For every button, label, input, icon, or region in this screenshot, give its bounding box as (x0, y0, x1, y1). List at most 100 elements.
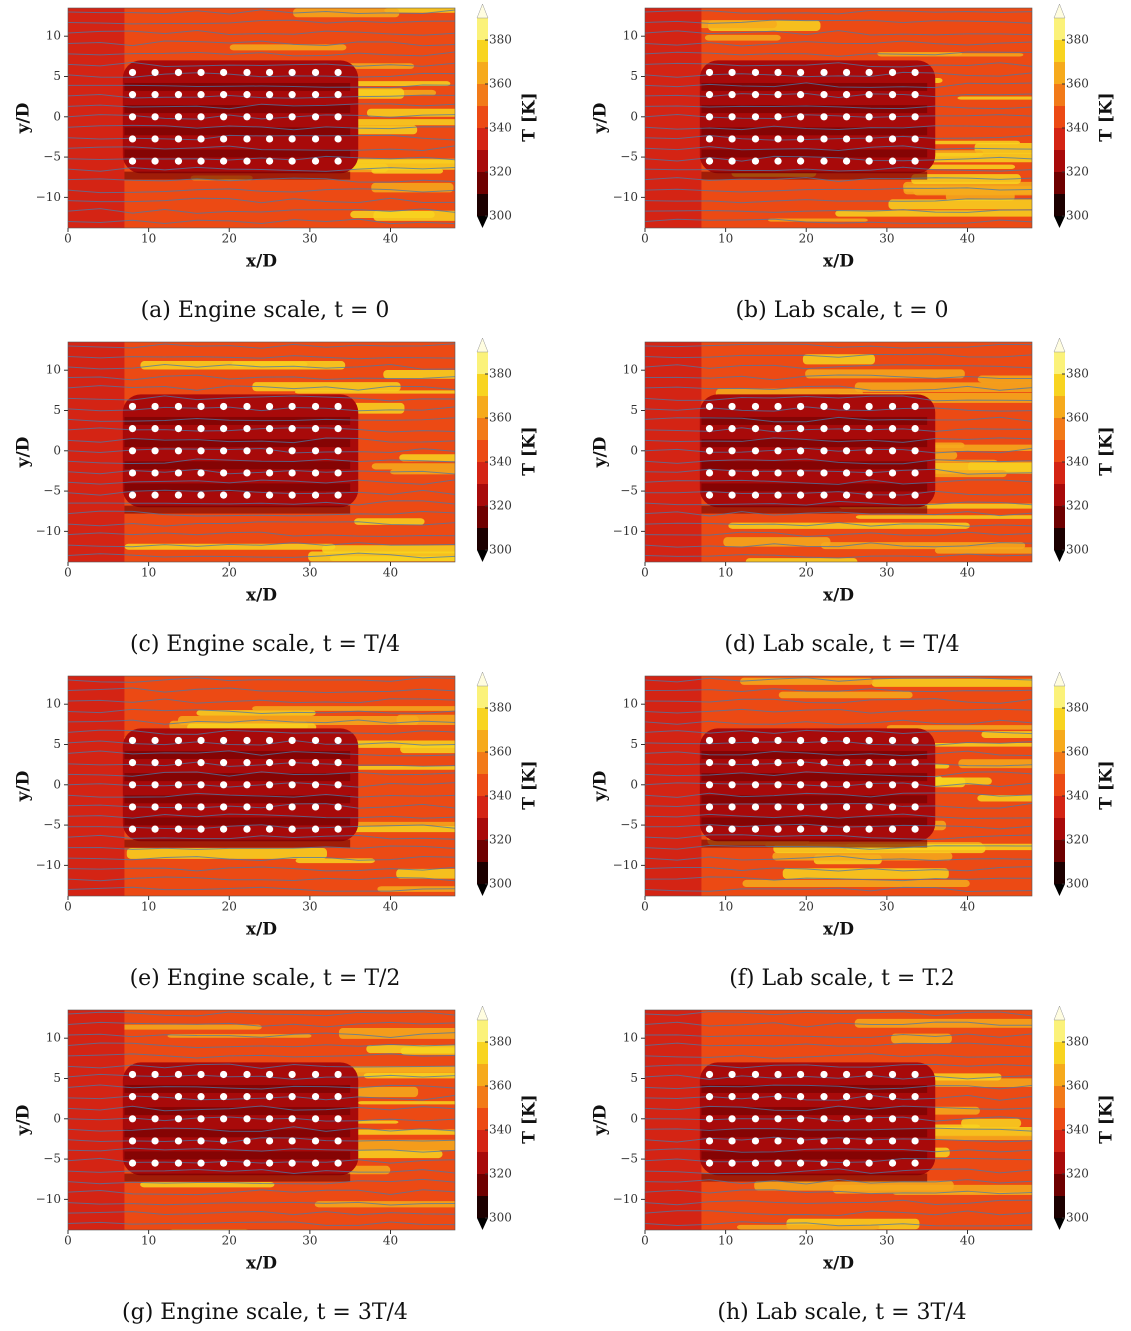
pin (288, 91, 296, 99)
x-axis-label: x/D (246, 252, 277, 272)
x-tick-label: 0 (641, 1234, 649, 1248)
pin (888, 1093, 897, 1101)
pin (174, 1093, 183, 1101)
colorbar-level (477, 62, 488, 84)
pin (842, 68, 851, 77)
pin (797, 1070, 805, 1079)
y-tick-label: −10 (36, 858, 61, 872)
pin (174, 157, 183, 165)
streamline (68, 886, 455, 892)
pin (751, 759, 760, 767)
pin (311, 1159, 320, 1167)
pin (911, 91, 919, 99)
pin (128, 759, 137, 767)
pin (797, 68, 805, 77)
streamline (68, 208, 455, 214)
pin (197, 759, 205, 767)
pin (728, 91, 736, 99)
pin (774, 736, 782, 745)
pin (197, 1070, 205, 1079)
pin (288, 113, 296, 121)
field-streak (373, 210, 455, 221)
streamline (68, 51, 455, 57)
streamline (68, 866, 455, 872)
colorbar-level (1054, 1174, 1065, 1196)
pin (797, 91, 805, 99)
pin (174, 825, 183, 833)
pin (151, 91, 159, 99)
pin (128, 781, 137, 789)
pin (265, 91, 274, 99)
pin (128, 113, 137, 121)
colorbar-tick-label: 320 (1066, 833, 1089, 847)
pin (865, 781, 873, 789)
streamline (645, 1053, 1032, 1059)
pin (243, 1115, 251, 1123)
pin (865, 1070, 873, 1079)
y-tick-label: −10 (613, 1192, 638, 1206)
colorbar-tick-label: 300 (1066, 877, 1089, 891)
pin (334, 759, 342, 767)
colorbar-level (477, 1020, 488, 1042)
y-tick-label: 10 (623, 29, 638, 43)
pin (911, 157, 919, 165)
x-tick-label: 0 (641, 566, 649, 580)
y-tick-label: 10 (623, 697, 638, 711)
pin (243, 447, 251, 455)
pin (842, 157, 851, 165)
y-axis-label: y/D (14, 770, 34, 802)
streamline (68, 856, 455, 862)
streamline (645, 364, 1032, 370)
colorbar-level (477, 106, 488, 128)
pin (197, 402, 205, 411)
streamline (68, 698, 455, 704)
pin (797, 1115, 805, 1123)
x-tick-label: 20 (799, 232, 814, 246)
pin (311, 113, 320, 121)
pin (888, 1115, 897, 1123)
pin (911, 491, 919, 499)
caption: (g) Engine scale, t = 3T/4 (122, 1300, 408, 1325)
pin (128, 469, 137, 477)
pin (197, 157, 205, 165)
pin (128, 402, 137, 411)
y-axis-label: y/D (591, 102, 611, 134)
colorbar-level (1054, 1086, 1065, 1108)
pin (265, 135, 274, 143)
field-streak (396, 868, 455, 879)
pin (288, 1137, 296, 1145)
pin (288, 469, 296, 477)
pin (865, 135, 873, 143)
pin (865, 736, 873, 745)
streamline (645, 187, 1032, 193)
field-wake (701, 817, 928, 826)
colorbar-level (1054, 172, 1065, 194)
streamline (68, 1021, 455, 1028)
pin (820, 157, 828, 165)
pin (265, 759, 274, 767)
x-tick-label: 10 (141, 566, 156, 580)
pin (151, 491, 159, 499)
streamline (645, 1074, 1032, 1080)
field-streak (252, 706, 455, 711)
pin (774, 469, 782, 477)
streamline (645, 51, 1032, 57)
colorbar-extend-low (477, 550, 488, 562)
pin (265, 425, 274, 433)
y-tick-label: 0 (53, 443, 61, 457)
streamline (645, 218, 1032, 224)
field-streak (805, 369, 965, 379)
pin (243, 1159, 251, 1167)
pin (197, 1159, 205, 1167)
streamline (645, 698, 1032, 704)
streamline (645, 1210, 1032, 1216)
x-tick-label: 20 (222, 566, 237, 580)
colorbar-level (1054, 484, 1065, 506)
pin (728, 1115, 736, 1123)
pin (243, 759, 251, 767)
pin (797, 425, 805, 433)
streamline (68, 521, 455, 527)
plot-frame (644, 7, 1033, 229)
colorbar-level (477, 1152, 488, 1174)
